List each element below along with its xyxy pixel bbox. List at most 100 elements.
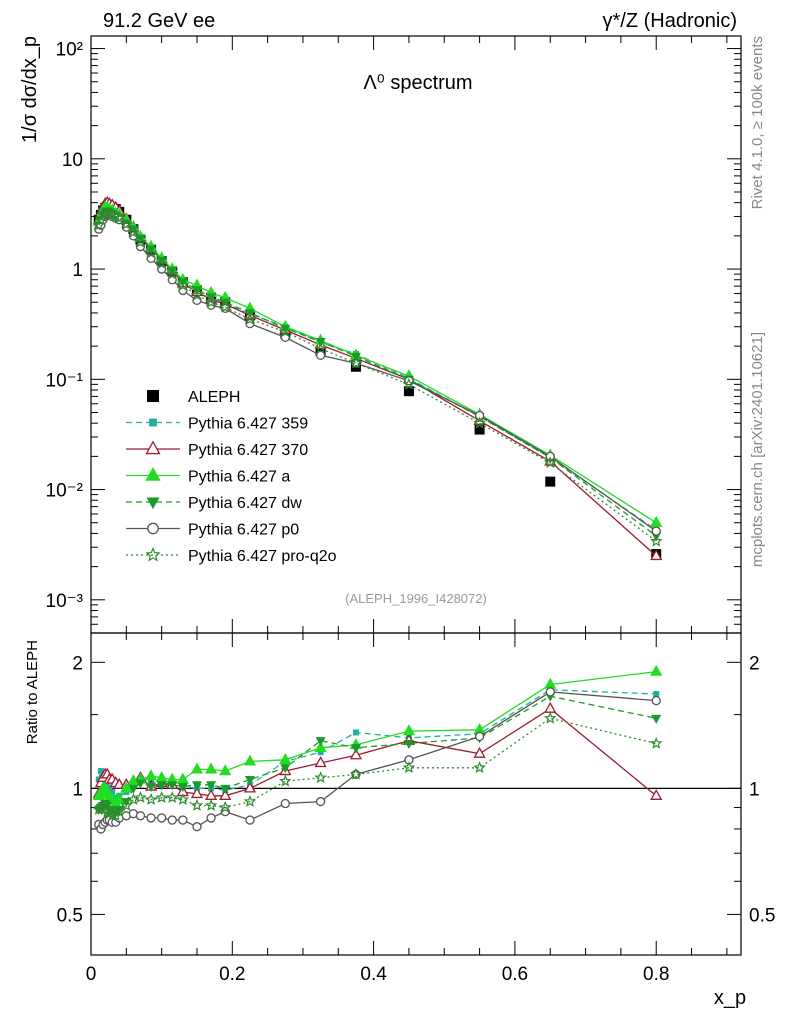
ratio-point [156, 781, 167, 791]
legend-label: Pythia 6.427 pro-q2o [188, 548, 337, 565]
data-point [545, 476, 556, 487]
ratio-tick-label: 0.5 [57, 905, 83, 926]
ratio-point [350, 744, 361, 754]
y-tick-label: 10⁻³ [46, 591, 84, 612]
series-line [98, 210, 657, 537]
data-point [155, 257, 168, 269]
ratio-tick-label: 1 [72, 779, 83, 800]
ratio-point [121, 798, 132, 808]
data-point [651, 526, 661, 536]
ratio-point [403, 739, 414, 749]
ratio-point [650, 736, 663, 749]
ratio-point [155, 791, 168, 803]
ratio-y-axis-label: Ratio to ALEPH [24, 640, 41, 744]
ratio-series-pythia-6.427-dw [93, 692, 662, 820]
legend-marker [149, 418, 157, 427]
x-tick-label: 0.2 [219, 964, 245, 985]
data-point [144, 246, 158, 259]
data-point [650, 549, 663, 561]
legend-label: Pythia 6.427 370 [188, 442, 308, 459]
data-point [167, 267, 178, 277]
series-line [98, 211, 657, 542]
data-point [278, 325, 292, 338]
ratio-point [473, 746, 486, 758]
ratio-point [317, 749, 324, 756]
ratio-point [315, 737, 326, 747]
data-point [650, 515, 663, 527]
chart-title: Λ⁰ spectrum [363, 72, 472, 94]
ratio-point [278, 774, 292, 787]
ratio-point [650, 788, 663, 800]
ratio-point [545, 687, 555, 697]
ratio-point [190, 787, 204, 799]
legend: ALEPH Pythia 6.427 359 Pythia 6.427 370 Pyt… [126, 389, 337, 565]
ratio-point [314, 771, 327, 784]
header-left: 91.2 GeV ee [103, 10, 215, 32]
ratio-point [176, 772, 189, 784]
ratio-point [114, 806, 125, 816]
series-line [98, 201, 657, 557]
ratio-point [135, 779, 146, 789]
ratio-point [651, 714, 662, 724]
ratio-point [105, 809, 119, 822]
legend-label: Pythia 6.427 359 [188, 416, 308, 433]
data-point [544, 456, 557, 469]
data-point [402, 377, 416, 390]
data-point [473, 416, 486, 429]
ratio-point [219, 764, 232, 776]
y-tick-label: 10² [56, 40, 83, 61]
ratio-point [279, 752, 292, 764]
ratio-point [146, 813, 156, 823]
series-pythia-6.427-pro-q2o [92, 206, 663, 547]
ratio-point [178, 815, 188, 825]
ratio-series-line [98, 717, 657, 817]
legend-label: Pythia 6.427 a [188, 469, 290, 486]
y-tick-label: 10⁻¹ [46, 370, 84, 391]
ratio-point [280, 764, 291, 774]
ratio-series-line [98, 691, 657, 831]
main-y-axis-label: 1/σ dσ/dx_p [19, 36, 41, 143]
data-point [650, 534, 663, 547]
ratio-point [166, 791, 179, 803]
ratio-tick-label-right: 2 [749, 653, 760, 674]
series-pythia-6.427-dw [93, 207, 662, 542]
legend-label: Pythia 6.427 p0 [188, 522, 299, 539]
ratio-series-pythia-6.427-pro-q2o [92, 711, 663, 822]
data-point [314, 342, 327, 354]
ratio-point [219, 800, 232, 813]
ratio-series-pythia-6.427-p0 [94, 687, 661, 834]
data-point [135, 234, 146, 244]
ratio-point [134, 791, 147, 803]
mcplots-label: mcplots.cern.ch [arXiv:2401.10621] [749, 332, 766, 567]
ratio-point [146, 783, 157, 793]
legend-label: Pythia 6.427 dw [188, 495, 302, 512]
ratio-point [544, 701, 557, 713]
y-tick-label: 1 [72, 260, 83, 281]
legend-marker [145, 440, 161, 455]
ratio-point [144, 769, 158, 781]
header-right: γ*/Z (Hadronic) [603, 10, 737, 32]
ratio-point [244, 776, 255, 786]
ratio-point [314, 740, 327, 752]
data-point [134, 235, 147, 248]
ratio-point [651, 695, 661, 706]
ratio-point [402, 761, 416, 774]
ratio-point [135, 811, 146, 821]
x-tick-label: 0.8 [643, 964, 669, 985]
legend-label: ALEPH [188, 389, 240, 406]
ratio-point [206, 813, 216, 823]
ratio-point [120, 781, 133, 793]
data-point [120, 217, 133, 230]
ratio-tick-label-right: 0.5 [749, 905, 775, 926]
ratio-point [243, 754, 257, 766]
ratio-point [205, 762, 218, 774]
ratio-point [204, 798, 218, 811]
legend-marker [146, 497, 160, 510]
ratio-point [144, 793, 158, 805]
x-axis-label: x_p [714, 987, 746, 1009]
series-aleph [93, 201, 662, 560]
ratio-point [473, 761, 486, 774]
ratio-point [280, 798, 290, 809]
ratio-point [243, 781, 257, 793]
